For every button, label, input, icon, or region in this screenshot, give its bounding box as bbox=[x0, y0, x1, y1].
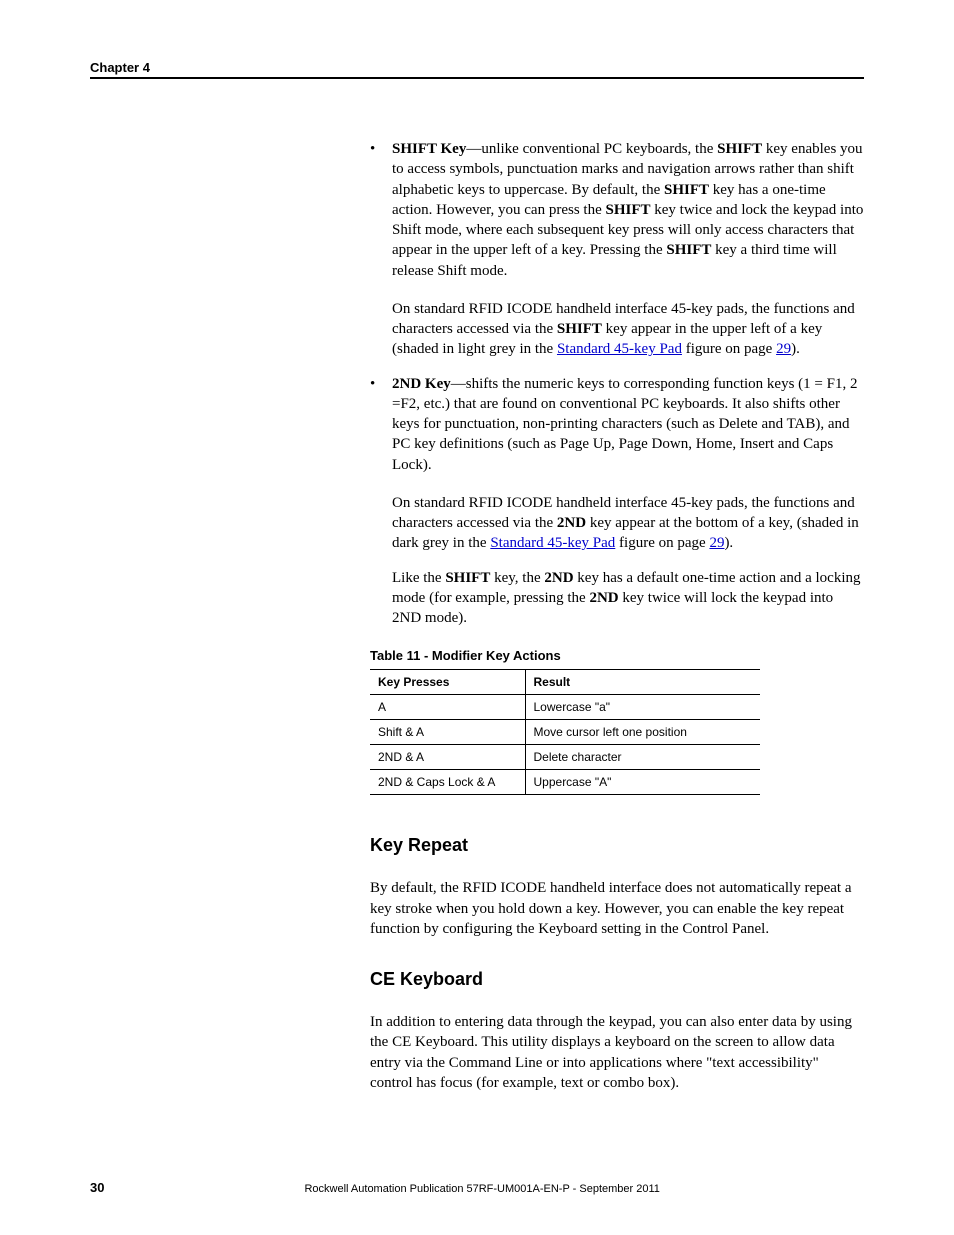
text: ). bbox=[724, 535, 733, 551]
bullet-text: 2ND Key—shifts the numeric keys to corre… bbox=[392, 374, 864, 475]
table-row: Shift & A Move cursor left one position bbox=[370, 720, 760, 745]
bullet-text: SHIFT Key—unlike conventional PC keyboar… bbox=[392, 139, 864, 281]
modifier-key-table: Key Presses Result A Lowercase "a" Shift… bbox=[370, 669, 760, 795]
key-ref: SHIFT bbox=[717, 141, 762, 157]
table-header: Result bbox=[525, 670, 760, 695]
figure-link[interactable]: Standard 45-key Pad bbox=[557, 341, 682, 357]
bullet-marker: • bbox=[370, 374, 392, 475]
text: —shifts the numeric keys to correspondin… bbox=[392, 376, 857, 473]
page-number: 30 bbox=[90, 1180, 104, 1195]
figure-link[interactable]: Standard 45-key Pad bbox=[490, 535, 615, 551]
section-body: By default, the RFID ICODE handheld inte… bbox=[370, 878, 864, 939]
table-title: Table 11 - Modifier Key Actions bbox=[370, 648, 864, 663]
page-link[interactable]: 29 bbox=[709, 535, 724, 551]
table-cell: Shift & A bbox=[370, 720, 525, 745]
content-area: • SHIFT Key—unlike conventional PC keybo… bbox=[370, 139, 864, 1093]
followup-para: On standard RFID ICODE handheld interfac… bbox=[392, 493, 864, 554]
bullet-item: • 2ND Key—shifts the numeric keys to cor… bbox=[370, 374, 864, 475]
table-cell: Delete character bbox=[525, 745, 760, 770]
section-body: In addition to entering data through the… bbox=[370, 1012, 864, 1093]
page: Chapter 4 • SHIFT Key—unlike conventiona… bbox=[0, 0, 954, 1235]
table-header: Key Presses bbox=[370, 670, 525, 695]
key-ref: 2ND bbox=[589, 590, 618, 606]
text: —unlike conventional PC keyboards, the bbox=[466, 141, 717, 157]
section-heading: CE Keyboard bbox=[370, 969, 864, 990]
footer: 30 Rockwell Automation Publication 57RF-… bbox=[90, 1180, 864, 1195]
chapter-label: Chapter 4 bbox=[90, 60, 150, 75]
table-cell: A bbox=[370, 695, 525, 720]
section-heading: Key Repeat bbox=[370, 835, 864, 856]
text: ). bbox=[791, 341, 800, 357]
key-ref: SHIFT bbox=[606, 202, 651, 218]
header: Chapter 4 bbox=[90, 60, 864, 79]
text: figure on page bbox=[615, 535, 709, 551]
table-cell: Uppercase "A" bbox=[525, 770, 760, 795]
table-header-row: Key Presses Result bbox=[370, 670, 760, 695]
text: Like the bbox=[392, 570, 445, 586]
table-cell: Lowercase "a" bbox=[525, 695, 760, 720]
text: figure on page bbox=[682, 341, 776, 357]
key-ref: SHIFT bbox=[445, 570, 490, 586]
key-ref: 2ND bbox=[544, 570, 573, 586]
table-cell: 2ND & A bbox=[370, 745, 525, 770]
key-ref: SHIFT bbox=[666, 242, 711, 258]
followup-para: On standard RFID ICODE handheld interfac… bbox=[392, 299, 864, 360]
text: key, the bbox=[490, 570, 544, 586]
key-name: SHIFT Key bbox=[392, 141, 466, 157]
key-ref: 2ND bbox=[557, 515, 586, 531]
bullet-marker: • bbox=[370, 139, 392, 281]
publication-info: Rockwell Automation Publication 57RF-UM0… bbox=[304, 1183, 659, 1195]
followup-para: Like the SHIFT key, the 2ND key has a de… bbox=[392, 568, 864, 629]
key-name: 2ND Key bbox=[392, 376, 451, 392]
table-row: 2ND & Caps Lock & A Uppercase "A" bbox=[370, 770, 760, 795]
bullet-item: • SHIFT Key—unlike conventional PC keybo… bbox=[370, 139, 864, 281]
key-ref: SHIFT bbox=[557, 321, 602, 337]
key-ref: SHIFT bbox=[664, 182, 709, 198]
table-cell: Move cursor left one position bbox=[525, 720, 760, 745]
table-cell: 2ND & Caps Lock & A bbox=[370, 770, 525, 795]
page-link[interactable]: 29 bbox=[776, 341, 791, 357]
table-row: A Lowercase "a" bbox=[370, 695, 760, 720]
table-row: 2ND & A Delete character bbox=[370, 745, 760, 770]
